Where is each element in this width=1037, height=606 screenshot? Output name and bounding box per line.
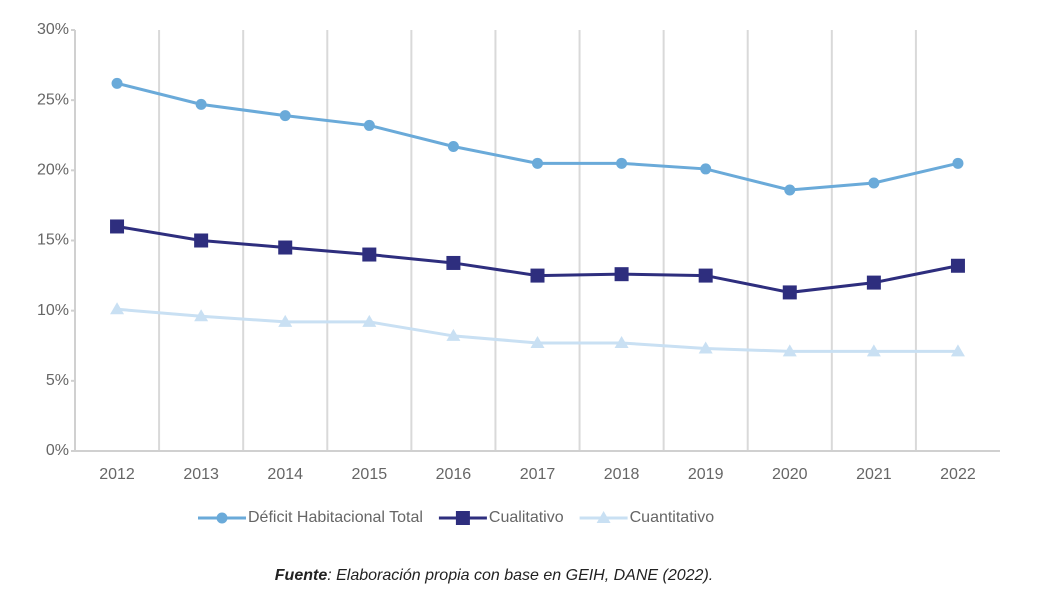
y-tick-label: 10%	[37, 302, 69, 319]
y-tick-label: 0%	[46, 442, 69, 459]
x-tick-label: 2021	[856, 466, 892, 483]
point	[866, 275, 881, 290]
x-tick-label: 2022	[940, 466, 976, 483]
point	[614, 335, 629, 348]
x-tick-label: 2016	[436, 466, 472, 483]
source-label: Fuente	[275, 567, 328, 584]
x-tick-label: 2018	[604, 466, 640, 483]
source-text: : Elaboración propia con base en GEIH, D…	[327, 567, 713, 584]
x-tick-label: 2017	[520, 466, 556, 483]
legend-label: Déficit Habitacional Total	[248, 509, 423, 526]
point	[866, 344, 881, 357]
x-tick-label: 2020	[772, 466, 808, 483]
y-tick-label: 5%	[46, 372, 69, 389]
point	[950, 344, 965, 357]
point	[782, 344, 797, 357]
x-tick-label: 2015	[352, 466, 388, 483]
point	[698, 268, 713, 283]
point	[446, 255, 461, 270]
point	[447, 140, 459, 152]
legend-label: Cualitativo	[489, 509, 564, 526]
legend-marker	[455, 511, 470, 525]
point	[110, 302, 125, 315]
point	[532, 157, 543, 169]
point	[194, 233, 209, 248]
point	[698, 341, 713, 354]
point	[782, 285, 797, 300]
point	[952, 157, 964, 169]
point	[950, 258, 965, 273]
x-tick-label: 2014	[267, 466, 303, 483]
source: Fuente: Elaboración propia con base en G…	[275, 567, 713, 584]
point	[784, 184, 796, 196]
point	[110, 219, 125, 234]
point	[700, 163, 712, 175]
point	[278, 314, 293, 327]
point	[278, 240, 293, 255]
point	[616, 157, 628, 169]
y-tick-label: 30%	[37, 21, 69, 38]
point	[194, 309, 209, 322]
point	[111, 77, 123, 89]
x-tick-label: 2012	[99, 466, 135, 483]
legend-label: Cuantitativo	[630, 509, 715, 526]
point	[446, 328, 461, 341]
point	[363, 119, 375, 131]
point	[530, 268, 545, 283]
point	[530, 335, 545, 348]
legend-marker	[216, 512, 228, 524]
legend-marker	[596, 511, 611, 523]
point	[279, 110, 291, 122]
point	[868, 177, 880, 189]
point	[362, 247, 377, 262]
point	[614, 267, 629, 282]
y-tick-label: 20%	[37, 162, 69, 179]
point	[195, 98, 207, 110]
x-tick-label: 2019	[688, 466, 724, 483]
point	[362, 314, 377, 327]
y-tick-label: 15%	[37, 232, 69, 249]
x-tick-label: 2013	[183, 466, 219, 483]
y-tick-label: 25%	[37, 91, 69, 108]
